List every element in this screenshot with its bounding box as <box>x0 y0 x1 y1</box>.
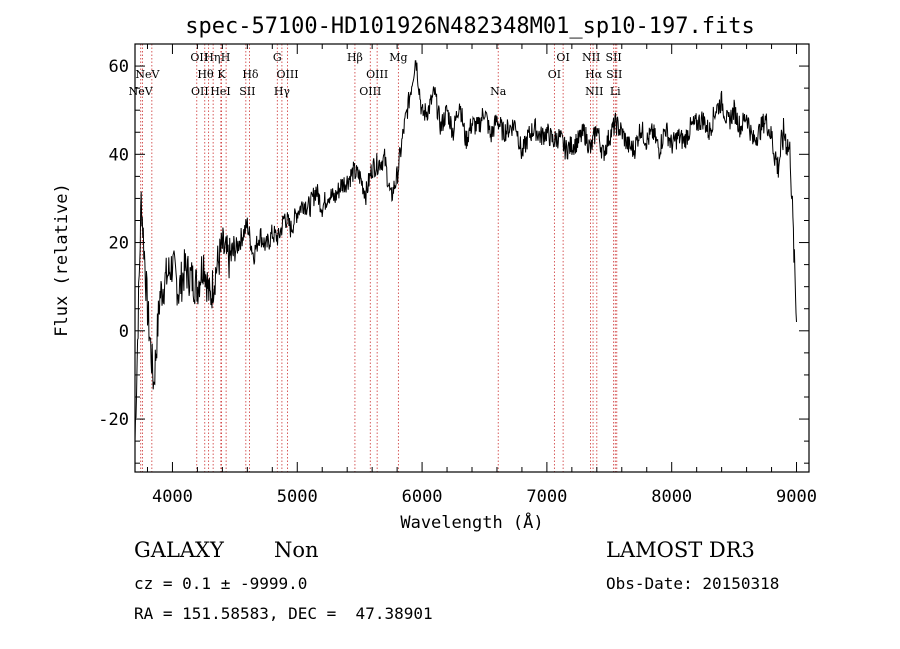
line-label-20: OI <box>548 68 561 81</box>
y-tick-label-2: 20 <box>109 234 129 254</box>
line-label-25: NII <box>585 85 603 98</box>
line-label-3: Hη <box>204 51 220 64</box>
line-label-19: OI <box>556 51 569 64</box>
object-subclass: Non <box>274 538 319 562</box>
line-label-15: OIII <box>366 68 388 81</box>
line-label-2: OII <box>190 51 208 64</box>
line-label-16: OIII <box>359 85 381 98</box>
line-label-18: Na <box>490 85 507 98</box>
line-label-5: Hθ <box>197 68 214 81</box>
plot-frame <box>134 43 810 473</box>
coordinates: RA = 151.58583, DEC = 47.38901 <box>134 604 433 623</box>
line-label-1: NeV <box>129 85 154 98</box>
line-label-14: Hβ <box>347 51 363 64</box>
line-label-0: NeV <box>135 68 160 81</box>
survey-name: LAMOST DR3 <box>606 538 755 562</box>
object-class: GALAXY <box>134 538 224 562</box>
line-label-26: Li <box>610 85 621 98</box>
line-label-6: K <box>217 68 226 81</box>
line-label-7: OII <box>191 85 209 98</box>
redshift-cz: cz = 0.1 ± -9999.0 <box>134 574 308 593</box>
emission-line-markers <box>140 44 618 472</box>
line-label-12: OIII <box>276 68 298 81</box>
x-tick-label-5: 9000 <box>776 487 817 507</box>
y-tick-label-1: 0 <box>119 322 129 342</box>
x-tick-label-0: 4000 <box>152 487 193 507</box>
x-axis-ticks: 4000 5000 6000 7000 8000 9000 <box>146 44 817 507</box>
y-tick-label-4: 60 <box>109 57 129 77</box>
x-tick-label-3: 7000 <box>526 487 567 507</box>
y-axis-label: Flux (relative) <box>52 183 72 337</box>
y-axis-ticks: -20 0 20 40 60 <box>98 57 809 464</box>
spectrum-series <box>134 60 797 442</box>
y-tick-label-0: -20 <box>98 410 129 430</box>
line-label-23: Hα <box>585 68 603 81</box>
y-tick-label-3: 40 <box>109 145 129 165</box>
x-tick-label-2: 6000 <box>402 487 443 507</box>
x-tick-label-4: 8000 <box>651 487 692 507</box>
line-label-8: HeI <box>210 85 230 98</box>
line-label-24: SII <box>606 68 622 81</box>
line-label-17: Mg <box>389 51 407 64</box>
line-label-10: SII <box>239 85 255 98</box>
line-label-4: H <box>221 51 231 64</box>
line-label-13: Hγ <box>274 85 291 98</box>
x-tick-label-1: 5000 <box>277 487 318 507</box>
line-label-22: SII <box>606 51 622 64</box>
chart-title: spec-57100-HD101926N482348M01_sp10-197.f… <box>185 14 755 39</box>
line-label-11: G <box>273 51 282 64</box>
x-axis-label: Wavelength (Å) <box>400 511 543 533</box>
line-label-9: Hδ <box>242 68 259 81</box>
line-label-21: NII <box>582 51 600 64</box>
obs-date: Obs-Date: 20150318 <box>606 574 780 593</box>
spectrum-line-0 <box>134 60 797 442</box>
